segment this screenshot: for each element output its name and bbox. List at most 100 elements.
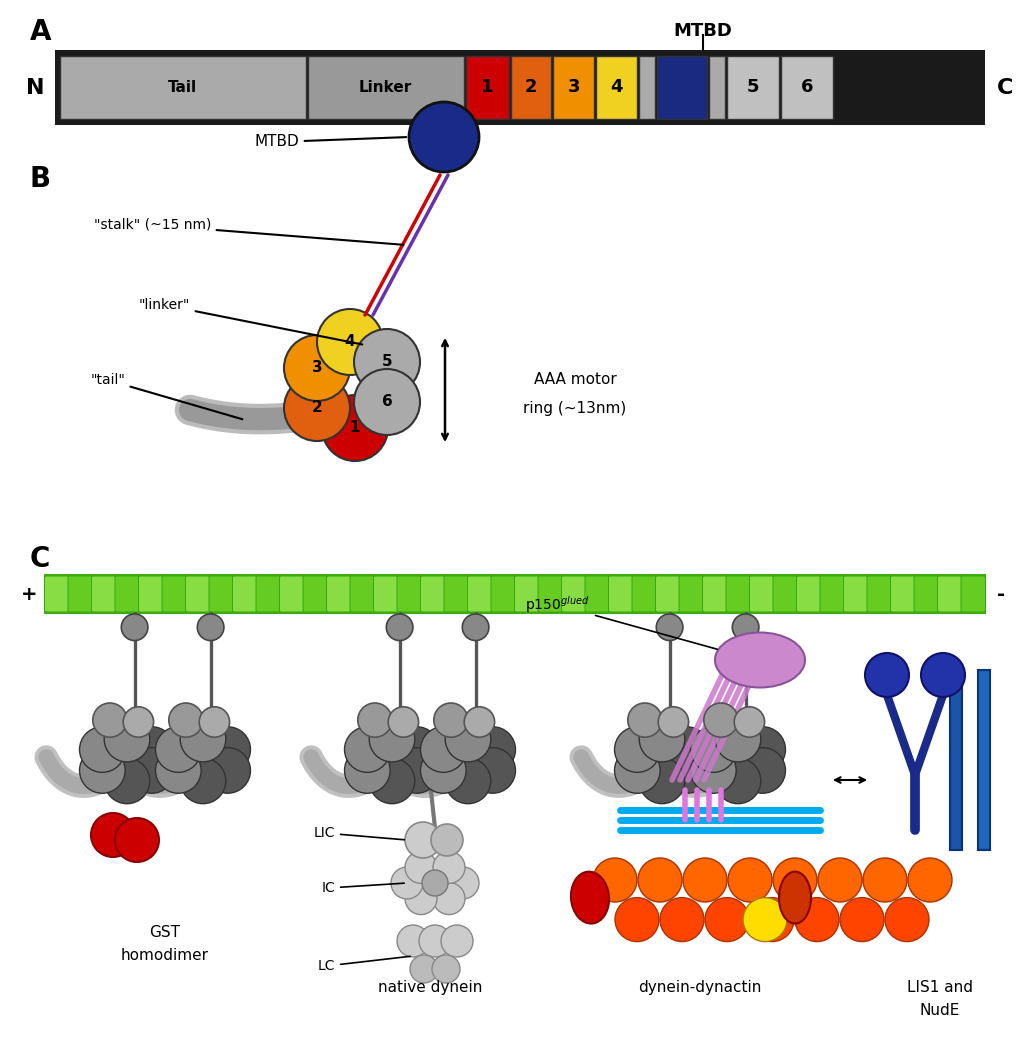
- Circle shape: [865, 653, 909, 697]
- Text: LIS1 and: LIS1 and: [907, 980, 973, 994]
- Circle shape: [317, 309, 383, 375]
- FancyBboxPatch shape: [914, 576, 939, 612]
- Circle shape: [204, 727, 251, 773]
- FancyBboxPatch shape: [327, 576, 351, 612]
- FancyBboxPatch shape: [562, 576, 586, 612]
- Circle shape: [795, 898, 839, 942]
- FancyBboxPatch shape: [115, 576, 140, 612]
- Circle shape: [863, 858, 907, 902]
- FancyBboxPatch shape: [467, 576, 492, 612]
- Circle shape: [683, 858, 727, 902]
- Text: 3: 3: [568, 79, 580, 96]
- Text: 6: 6: [382, 394, 392, 410]
- Text: C: C: [997, 78, 1014, 97]
- Ellipse shape: [715, 633, 805, 688]
- Circle shape: [180, 717, 226, 762]
- Text: A: A: [30, 18, 51, 46]
- Circle shape: [180, 758, 226, 804]
- Circle shape: [593, 858, 637, 902]
- Circle shape: [690, 748, 736, 793]
- FancyBboxPatch shape: [797, 576, 821, 612]
- Circle shape: [728, 858, 772, 902]
- Text: MTBD: MTBD: [255, 135, 407, 149]
- Circle shape: [627, 703, 662, 737]
- Text: "tail": "tail": [90, 373, 242, 419]
- Circle shape: [397, 925, 429, 957]
- Text: "stalk" (~15 nm): "stalk" (~15 nm): [93, 218, 404, 245]
- Circle shape: [388, 707, 419, 737]
- Circle shape: [715, 717, 761, 762]
- FancyBboxPatch shape: [867, 576, 891, 612]
- Text: dynein-dynactin: dynein-dynactin: [639, 980, 762, 994]
- Text: ring (~13nm): ring (~13nm): [524, 400, 626, 416]
- Circle shape: [743, 898, 787, 942]
- FancyBboxPatch shape: [91, 576, 116, 612]
- Circle shape: [420, 727, 466, 773]
- Bar: [597, 56, 637, 119]
- Circle shape: [155, 727, 201, 773]
- Circle shape: [750, 898, 794, 942]
- FancyBboxPatch shape: [162, 576, 187, 612]
- Text: 1: 1: [481, 79, 493, 96]
- Circle shape: [433, 882, 465, 915]
- FancyBboxPatch shape: [256, 576, 280, 612]
- Bar: [950, 670, 962, 850]
- Text: NudE: NudE: [920, 1003, 960, 1018]
- Circle shape: [773, 858, 817, 902]
- Circle shape: [128, 748, 175, 793]
- Bar: [727, 56, 778, 119]
- Text: B: B: [30, 165, 51, 193]
- Circle shape: [445, 758, 491, 804]
- FancyBboxPatch shape: [890, 576, 915, 612]
- Circle shape: [690, 727, 736, 773]
- FancyBboxPatch shape: [702, 576, 727, 612]
- FancyBboxPatch shape: [679, 576, 703, 612]
- FancyBboxPatch shape: [632, 576, 656, 612]
- Circle shape: [921, 653, 965, 697]
- Text: Linker: Linker: [359, 80, 412, 95]
- Circle shape: [656, 614, 683, 641]
- Text: AAA motor: AAA motor: [534, 372, 616, 388]
- Bar: [308, 56, 463, 119]
- Circle shape: [405, 822, 441, 858]
- Circle shape: [885, 898, 929, 942]
- Bar: [554, 56, 595, 119]
- Text: 2: 2: [525, 79, 537, 96]
- Text: native dynein: native dynein: [378, 980, 483, 994]
- Circle shape: [431, 824, 463, 856]
- FancyBboxPatch shape: [585, 576, 609, 612]
- Circle shape: [615, 898, 659, 942]
- Circle shape: [614, 727, 660, 773]
- Circle shape: [394, 727, 440, 773]
- Text: IC: IC: [321, 881, 405, 895]
- Bar: [781, 56, 833, 119]
- Circle shape: [840, 898, 884, 942]
- Bar: [510, 56, 551, 119]
- Circle shape: [344, 748, 390, 793]
- FancyBboxPatch shape: [820, 576, 844, 612]
- Circle shape: [391, 867, 423, 899]
- Circle shape: [322, 395, 388, 461]
- Circle shape: [155, 748, 201, 793]
- Bar: [465, 56, 508, 119]
- Text: -: -: [997, 585, 1005, 604]
- Circle shape: [128, 727, 175, 773]
- Circle shape: [715, 758, 761, 804]
- Circle shape: [739, 727, 786, 773]
- Circle shape: [168, 703, 203, 737]
- Circle shape: [369, 717, 415, 762]
- Text: "linker": "linker": [139, 298, 363, 344]
- FancyBboxPatch shape: [538, 576, 563, 612]
- Circle shape: [284, 335, 350, 401]
- Text: 5: 5: [382, 355, 392, 369]
- Circle shape: [447, 867, 479, 899]
- Circle shape: [432, 955, 460, 983]
- Circle shape: [445, 717, 491, 762]
- Circle shape: [284, 375, 350, 441]
- Circle shape: [433, 703, 468, 737]
- Circle shape: [405, 851, 438, 884]
- FancyBboxPatch shape: [68, 576, 92, 612]
- Text: GST: GST: [150, 925, 181, 940]
- FancyBboxPatch shape: [726, 576, 751, 612]
- Circle shape: [344, 727, 390, 773]
